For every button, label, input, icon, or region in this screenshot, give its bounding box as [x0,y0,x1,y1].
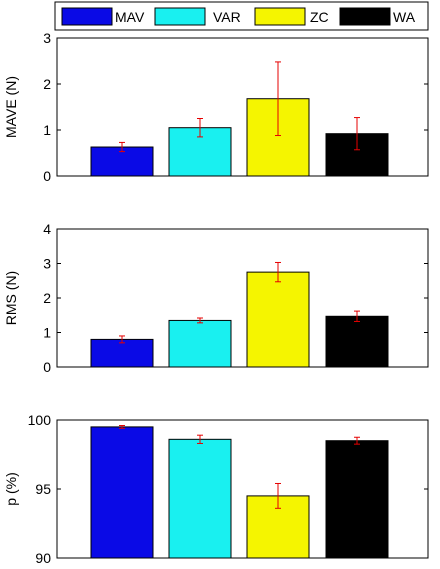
chart-panel-1: 0 1 2 3 MAVE (N) [3,30,429,184]
bar-mav [90,338,154,368]
legend-swatch-var [154,7,206,26]
axes-frame [56,37,429,177]
y-tick-label: 0 [43,168,51,184]
error-bar-wa [354,310,360,322]
legend-label-var: VAR [213,9,241,25]
y-tick-label: 95 [35,481,51,497]
y-tick-label: 2 [43,290,51,306]
error-bar-var [197,118,203,138]
legend-label-mav: MAV [115,9,145,25]
legend-label-wa: WA [393,9,416,25]
chart-panel-3: 90 95 100 p (%) [3,412,429,566]
error-bar-wa [354,117,360,151]
error-bar-mav [119,425,125,429]
chart-panel-2: 0 1 2 3 4 RMS (N) [3,221,429,375]
error-bar-var [197,434,203,444]
error-bar-mav [119,141,125,153]
y-tick-label: 3 [43,256,51,272]
error-bar-mav [119,335,125,344]
legend-label-zc: ZC [310,9,329,25]
bar-var [168,319,232,368]
legend-swatch-mav [61,7,113,26]
error-bar-zc [275,261,281,283]
chart-panels: 0 1 2 3 MAVE (N) 0 1 2 3 4 RMS (N) 90 95 100 p (%) [3,30,429,566]
y-tick-label: 1 [43,325,51,341]
bar-var [168,127,232,177]
legend-swatch-zc [254,7,306,26]
y-axis-label: RMS (N) [3,271,19,325]
error-bar-wa [354,436,360,445]
y-tick-label: 2 [43,76,51,92]
error-bar-zc [275,482,281,509]
bar-wa [325,440,389,559]
bar-var [168,438,232,559]
y-tick-label: 100 [28,412,52,428]
y-tick-label: 90 [35,550,51,566]
legend-swatch-wa [339,7,391,26]
legend: MAV VAR ZC WA [54,1,429,31]
bar-wa [325,315,389,368]
error-bar-var [197,317,203,324]
y-axis-label: p (%) [3,472,19,505]
y-tick-label: 4 [43,221,51,237]
y-tick-label: 0 [43,359,51,375]
y-tick-label: 3 [43,30,51,46]
bar-mav [90,426,154,559]
y-tick-label: 1 [43,122,51,138]
y-axis-label: MAVE (N) [3,76,19,138]
error-bar-zc [275,61,281,137]
bar-zc [246,271,310,368]
